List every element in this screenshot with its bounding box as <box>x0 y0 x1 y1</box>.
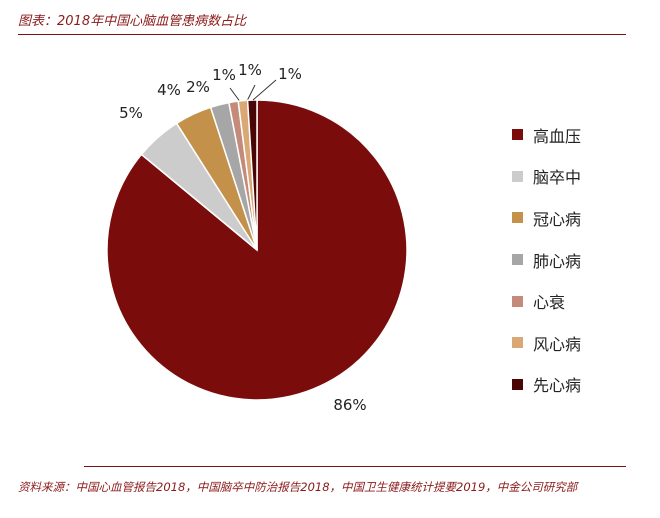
legend-item-6: 风心病 <box>512 322 581 364</box>
slice-label-6: 1% <box>238 61 262 79</box>
bottom-divider <box>84 466 626 467</box>
legend-label: 肺心病 <box>533 251 582 271</box>
legend-swatch <box>512 170 523 182</box>
legend-item-4: 肺心病 <box>512 239 581 281</box>
slice-label-2: 5% <box>119 104 143 122</box>
source-note: 资料来源：中国心血管报告2018，中国脑卒中防治报告2018，中国卫生健康统计提… <box>18 480 578 494</box>
legend-item-3: 冠心病 <box>512 197 581 239</box>
legend-label: 心衰 <box>533 293 566 313</box>
legend-swatch <box>512 254 523 266</box>
slice-label-3: 4% <box>157 81 181 99</box>
legend-swatch <box>512 295 523 307</box>
slice-label-1: 86% <box>333 396 366 414</box>
legend-label: 高血压 <box>533 126 582 146</box>
legend-label: 脑卒中 <box>533 168 582 188</box>
top-divider <box>18 34 626 35</box>
legend-swatch <box>512 378 523 390</box>
slice-label-5: 1% <box>212 66 236 84</box>
chart-title: 图表：2018年中国心脑血管患病数占比 <box>18 14 247 29</box>
legend-item-1: 高血压 <box>512 114 581 156</box>
leader-line-6 <box>246 84 256 102</box>
legend-swatch <box>512 129 523 141</box>
leader-line-7 <box>252 79 277 101</box>
legend-swatch <box>512 212 523 224</box>
legend-label: 风心病 <box>533 334 582 354</box>
legend-item-2: 脑卒中 <box>512 156 581 198</box>
slice-label-4: 2% <box>186 78 210 96</box>
legend-swatch <box>512 337 523 349</box>
legend-label: 冠心病 <box>533 209 582 229</box>
pie-slice-7 <box>246 99 258 251</box>
slice-label-7: 1% <box>278 65 302 83</box>
pie-slice-1 <box>106 99 408 401</box>
legend: 高血压脑卒中冠心病肺心病心衰风心病先心病 <box>512 114 581 405</box>
legend-item-5: 心衰 <box>512 280 581 322</box>
legend-label: 先心病 <box>533 376 582 396</box>
legend-item-7: 先心病 <box>512 364 581 406</box>
